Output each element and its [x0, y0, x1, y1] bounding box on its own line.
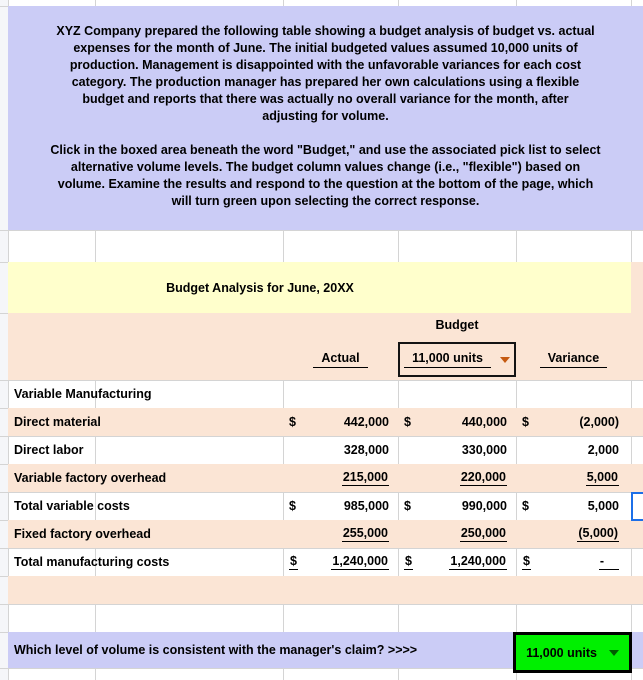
variance-cell: (5,000) [577, 526, 619, 542]
row-label: Variable Manufacturing [14, 387, 152, 401]
row-label: Total manufacturing costs [14, 555, 170, 569]
selected-cell-cursor[interactable] [631, 492, 643, 521]
actual-cell: $442,000 [289, 415, 389, 429]
gridline [0, 668, 643, 669]
budget-column-group-label: Budget [435, 318, 479, 332]
budget-cell: $1,240,000 [404, 554, 507, 570]
row-label: Direct material [14, 415, 101, 429]
answer-selected-value[interactable]: 11,000 units [526, 645, 597, 660]
actual-cell: $985,000 [289, 499, 389, 513]
instructions-panel: XYZ Company prepared the following table… [8, 6, 643, 230]
row-header-strip [0, 0, 8, 680]
instructions-paragraph-2: Click in the boxed area beneath the word… [50, 143, 601, 208]
actual-cell: 255,000 [341, 526, 389, 542]
row-label: Variable factory overhead [14, 471, 167, 485]
gridline [0, 604, 643, 605]
row-label: Fixed factory overhead [14, 527, 151, 541]
variance-cell: 5,000 [585, 470, 619, 486]
table-row-total-variable-costs: Total variable costs $985,000 $990,000 $… [8, 492, 643, 520]
actual-column-header: Actual [283, 342, 398, 377]
banner-side-cell [631, 262, 643, 313]
budget-cell: 330,000 [461, 443, 507, 457]
table-row-direct-material: Direct material $442,000 $440,000 $ (2,00… [8, 408, 643, 436]
row-label: Total variable costs [14, 499, 130, 513]
variance-column-header: Variance [516, 342, 631, 377]
budget-cell: $990,000 [404, 499, 507, 513]
gridline [0, 492, 643, 493]
gridline [0, 548, 643, 549]
answer-dropdown[interactable]: 11,000 units [513, 632, 632, 673]
table-row-variable-manufacturing: Variable Manufacturing [8, 380, 643, 408]
gridline [0, 380, 643, 381]
row-label: Direct labor [14, 443, 84, 457]
empty-row [8, 576, 643, 604]
gridline [0, 436, 643, 437]
table-row-direct-labor: Direct labor 328,000 330,000 2,000 [8, 436, 643, 464]
variance-cell: $ - [516, 548, 631, 576]
variance-cell: $5,000 [522, 499, 619, 513]
budget-volume-selector[interactable]: 11,000 units [398, 342, 516, 377]
table-row-total-manufacturing-costs: Total manufacturing costs $1,240,000 $1,… [8, 548, 643, 576]
variance-cell: 2,000 [587, 443, 619, 457]
dropdown-caret-icon[interactable] [608, 649, 619, 656]
table-row-fixed-factory-overhead: Fixed factory overhead 255,000 250,000 (… [8, 520, 643, 548]
question-text: Which level of volume is consistent with… [14, 643, 418, 657]
budget-cell: $440,000 [404, 415, 507, 429]
actual-cell: $1,240,000 [289, 554, 389, 570]
instructions-paragraph-1: XYZ Company prepared the following table… [56, 24, 595, 123]
budget-volume-selected-value[interactable]: 11,000 units [404, 351, 491, 368]
actual-cell: 215,000 [341, 470, 389, 486]
actual-cell: 328,000 [343, 443, 389, 457]
variance-cell: $ (2,000) [522, 415, 619, 429]
table-header: Budget Actual 11,000 units Variance [8, 313, 643, 380]
table-title: Budget Analysis for June, 20XX [8, 262, 631, 313]
dropdown-caret-icon[interactable] [499, 356, 510, 363]
budget-cell: 250,000 [459, 526, 507, 542]
gridline [0, 230, 643, 231]
budget-cell: 220,000 [459, 470, 507, 486]
table-row-variable-factory-overhead: Variable factory overhead 215,000 220,00… [8, 464, 643, 492]
